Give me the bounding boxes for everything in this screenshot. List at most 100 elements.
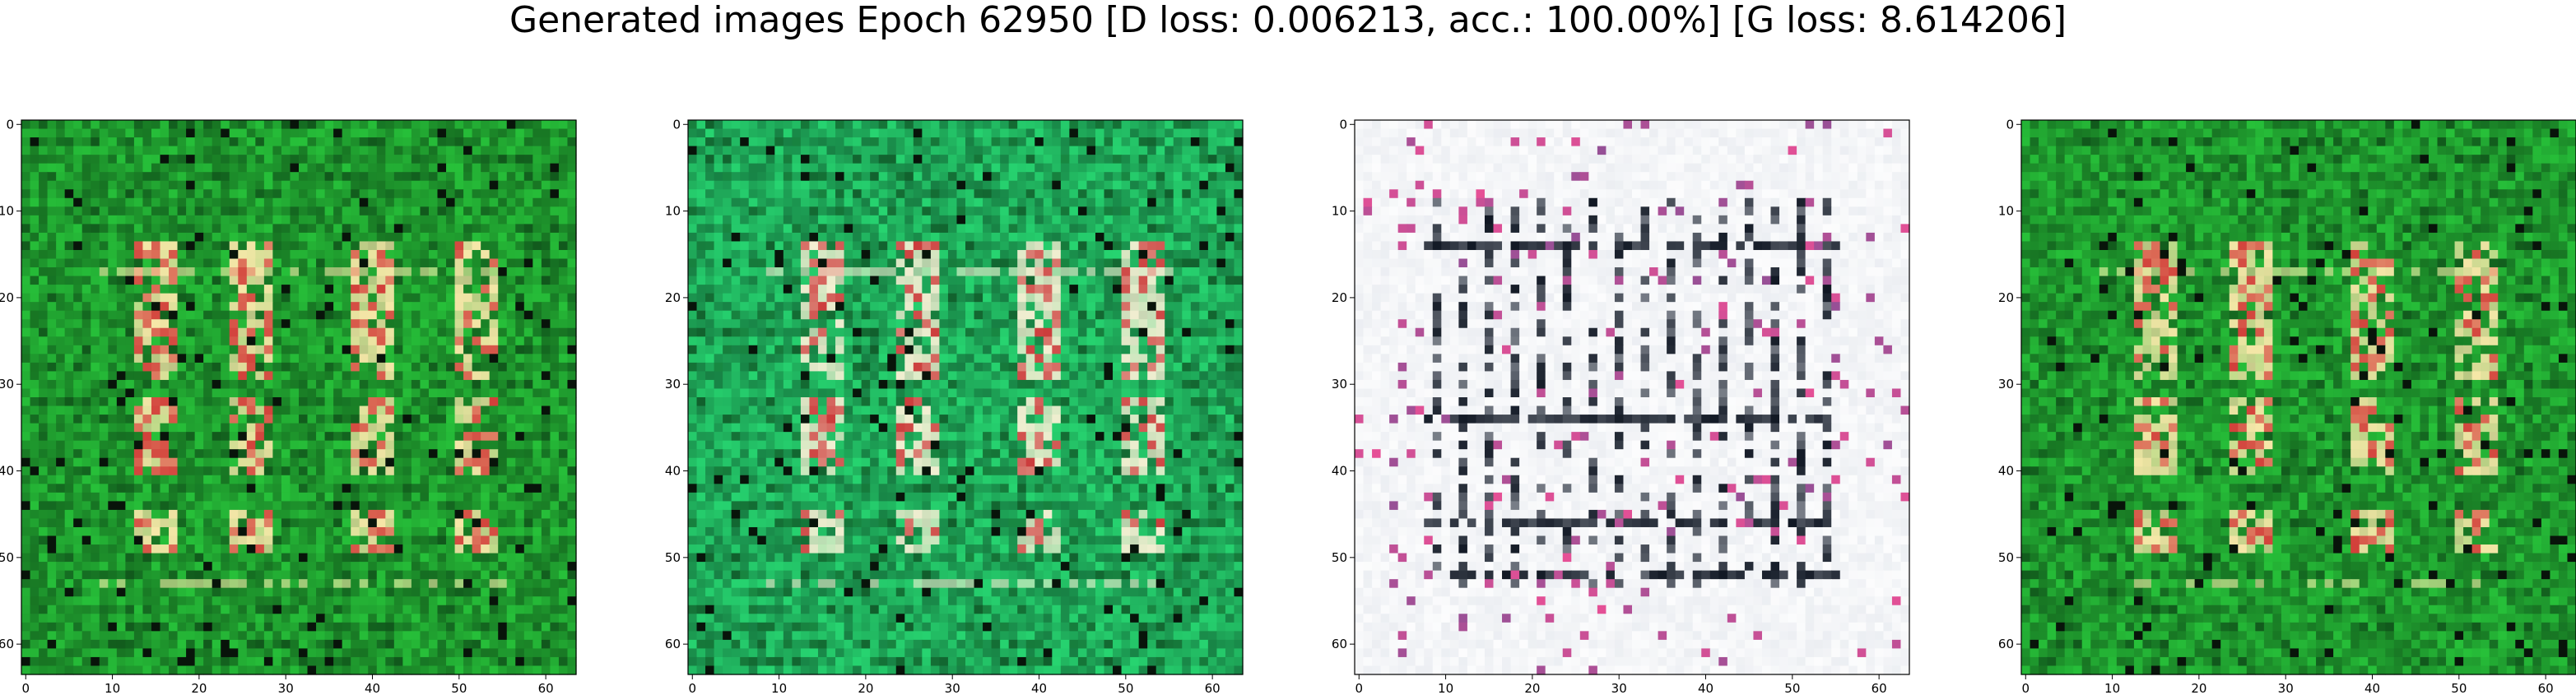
pixel [385, 172, 395, 182]
pixel [472, 379, 481, 390]
pixel [1035, 224, 1044, 234]
pixel [324, 405, 334, 415]
pixel [142, 665, 152, 675]
pixel [212, 544, 221, 554]
pixel [81, 258, 91, 268]
pixel [324, 544, 334, 554]
pixel [194, 432, 204, 442]
pixel [342, 379, 351, 390]
pixel [133, 596, 144, 606]
pixel [221, 249, 230, 260]
pixel [748, 163, 758, 173]
pixel [393, 492, 403, 502]
pixel [263, 596, 274, 606]
pixel [523, 432, 533, 442]
pixel [99, 319, 109, 329]
pixel [1216, 172, 1226, 182]
pixel [307, 475, 317, 484]
pixel [47, 596, 57, 606]
pixel [299, 241, 309, 251]
pixel [229, 596, 239, 606]
pixel [498, 648, 508, 658]
pixel [368, 648, 378, 658]
pixel [393, 397, 403, 407]
pixel [151, 397, 161, 407]
pixel [263, 249, 274, 260]
pixel [463, 605, 473, 614]
pixel [359, 423, 369, 433]
pixel [299, 492, 309, 502]
pixel [299, 371, 309, 381]
pixel [351, 189, 360, 199]
pixel [307, 362, 317, 373]
pixel [385, 614, 395, 623]
pixel [1190, 146, 1200, 155]
pixel [489, 432, 499, 442]
pixel [316, 128, 326, 138]
pixel [125, 466, 135, 476]
pixel [956, 137, 966, 147]
pixel [567, 622, 577, 632]
pixel [506, 249, 516, 260]
pixel [688, 189, 698, 199]
pixel [411, 379, 421, 390]
pixel [506, 665, 516, 675]
pixel [463, 137, 473, 147]
pixel [272, 285, 282, 294]
pixel [420, 146, 430, 155]
pixel [56, 596, 66, 606]
pixel [99, 622, 109, 632]
pixel [550, 285, 560, 294]
pixel [81, 293, 91, 303]
pixel [203, 605, 213, 614]
pixel [212, 293, 221, 303]
pixel [169, 397, 179, 407]
pixel [160, 622, 170, 632]
pixel [368, 172, 378, 182]
pixel [550, 379, 560, 390]
pixel [463, 397, 473, 407]
pixel [169, 614, 179, 623]
pixel [142, 206, 152, 216]
pixel [81, 180, 91, 190]
pixel [351, 457, 360, 467]
pixel [203, 648, 213, 658]
pixel [567, 518, 577, 528]
pixel [411, 492, 421, 502]
pixel [30, 665, 40, 675]
pixel [983, 172, 993, 182]
pixel [506, 466, 516, 476]
pixel [550, 215, 560, 225]
pixel [324, 423, 334, 433]
pixel [359, 180, 369, 190]
pixel [983, 232, 993, 243]
pixel [463, 310, 473, 320]
pixel [368, 622, 378, 632]
pixel [376, 319, 386, 329]
pixel [324, 579, 334, 589]
pixel [1199, 215, 1209, 225]
pixel [316, 605, 326, 614]
pixel [523, 501, 533, 511]
pixel [281, 596, 291, 606]
pixel [402, 570, 412, 580]
pixel [506, 302, 516, 312]
pixel [142, 457, 152, 467]
pixel [212, 276, 221, 285]
pixel [446, 466, 456, 476]
pixel [472, 180, 481, 190]
pixel [351, 405, 360, 415]
pixel [506, 492, 516, 502]
pixel [411, 224, 421, 234]
pixel [437, 327, 447, 337]
pixel [47, 128, 57, 138]
pixel [402, 128, 412, 138]
pixel [246, 285, 256, 294]
pixel [229, 285, 239, 294]
pixel [133, 232, 144, 243]
pixel [351, 293, 360, 303]
pixel [39, 241, 49, 251]
pixel [351, 155, 360, 164]
pixel [151, 379, 161, 390]
pixel [463, 432, 473, 442]
